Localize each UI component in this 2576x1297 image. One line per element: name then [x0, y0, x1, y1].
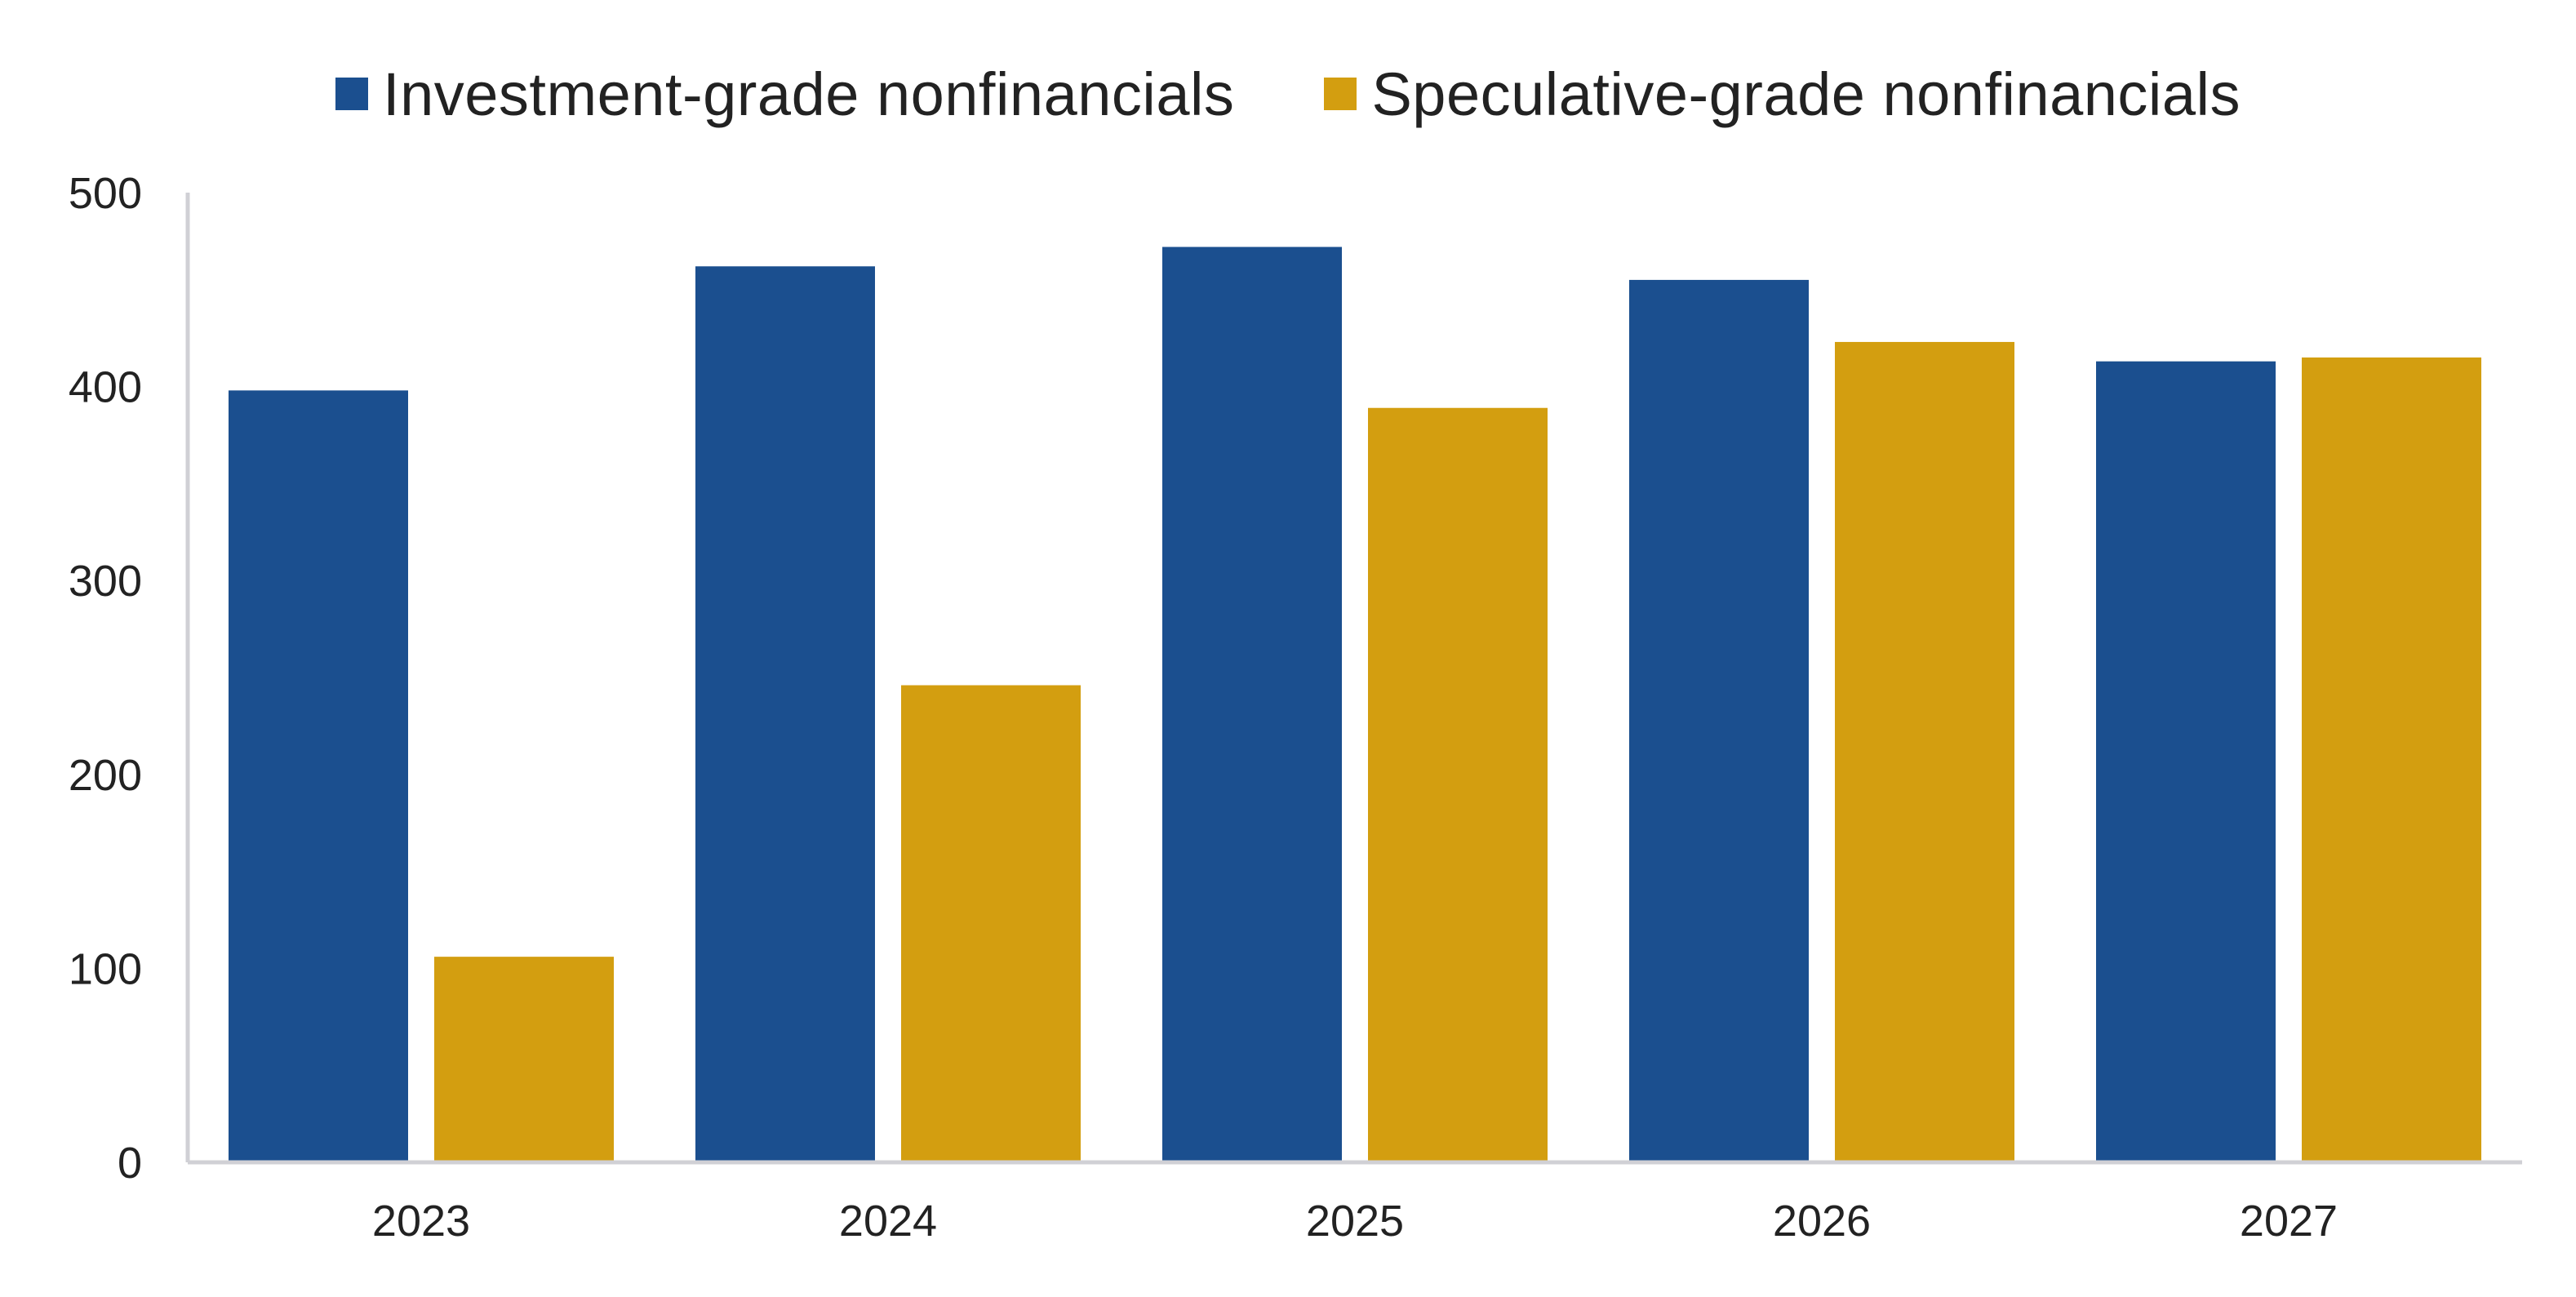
legend-swatch-investment-grade — [335, 78, 369, 110]
y-tick-label: 100 — [69, 944, 142, 993]
x-tick-label: 2027 — [2240, 1197, 2338, 1246]
legend-label-speculative-grade: Speculative-grade nonfinancials — [1371, 60, 2241, 128]
bars-layer — [229, 247, 2481, 1163]
x-tick-label: 2024 — [839, 1197, 937, 1246]
y-tick-label: 400 — [69, 363, 142, 412]
bar-investment-grade-2025 — [1162, 247, 1342, 1162]
bar-investment-grade-2023 — [229, 390, 408, 1162]
y-tick-label: 200 — [69, 751, 142, 800]
bar-speculative-grade-2026 — [1835, 341, 2014, 1162]
legend-item-speculative-grade: Speculative-grade nonfinancials — [1324, 60, 2241, 129]
bar-investment-grade-2026 — [1629, 279, 1809, 1162]
y-tick-label: 300 — [69, 557, 142, 606]
bar-speculative-grade-2023 — [434, 957, 614, 1162]
y-axis-tick-labels: 0 100 200 300 400 500 — [69, 169, 142, 1188]
x-axis-tick-labels: 2023 2024 2025 2026 2027 — [372, 1197, 2338, 1246]
chart-legend: Investment-grade nonfinancials Speculati… — [0, 49, 2576, 139]
legend-label-investment-grade: Investment-grade nonfinancials — [383, 60, 1235, 128]
x-tick-label: 2025 — [1306, 1197, 1404, 1246]
y-tick-label: 0 — [118, 1139, 142, 1188]
legend-swatch-speculative-grade — [1324, 78, 1357, 110]
y-tick-label: 500 — [69, 169, 142, 218]
x-tick-label: 2023 — [372, 1197, 470, 1246]
x-tick-label: 2026 — [1773, 1197, 1871, 1246]
bar-speculative-grade-2025 — [1368, 407, 1548, 1163]
bar-speculative-grade-2027 — [2302, 357, 2481, 1163]
axis-layer — [185, 193, 2522, 1165]
bar-speculative-grade-2024 — [901, 685, 1081, 1162]
legend-item-investment-grade: Investment-grade nonfinancials — [335, 60, 1234, 129]
bar-investment-grade-2027 — [2096, 361, 2276, 1162]
bar-investment-grade-2024 — [695, 266, 875, 1163]
